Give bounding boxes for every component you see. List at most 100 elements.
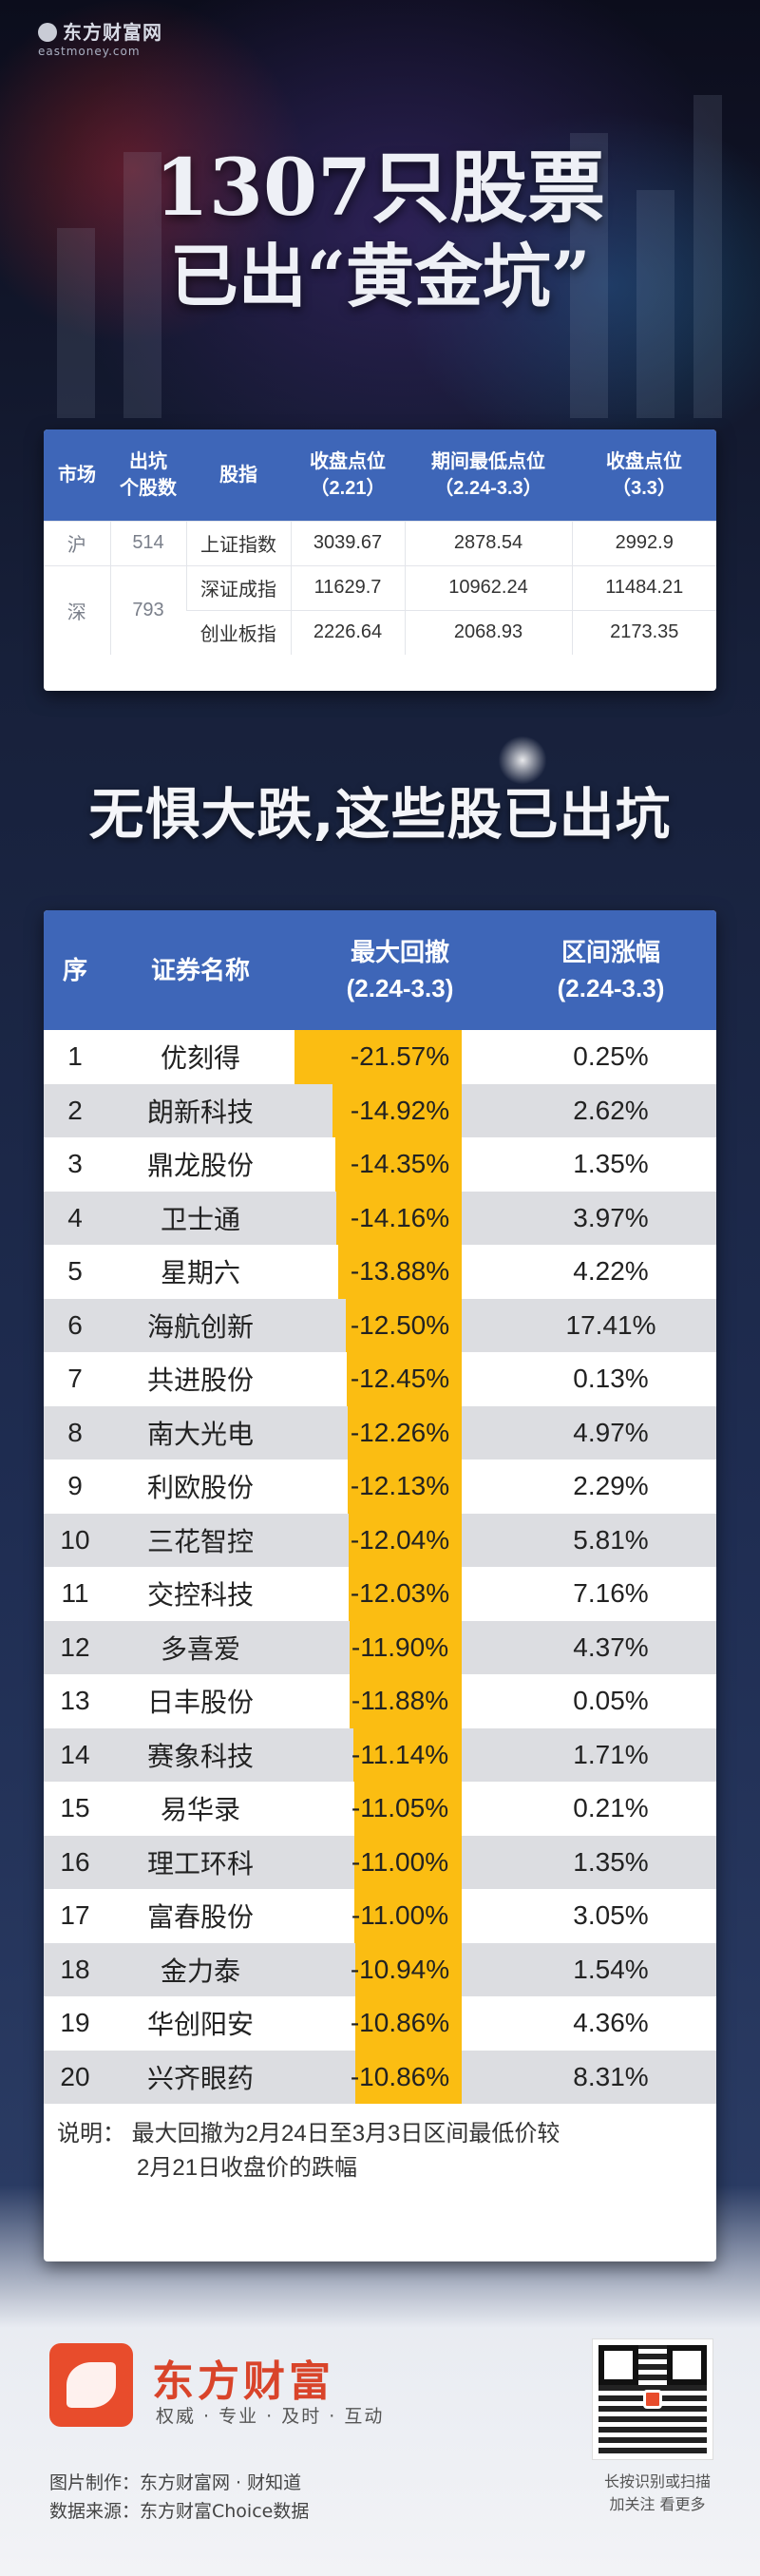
row-stock-name: 星期六 — [160, 1258, 240, 1288]
table-row: 8 南大光电 -12.26% 4.97% — [44, 1405, 716, 1460]
row-stock-name: 日丰股份 — [146, 1688, 254, 1718]
row-drawdown-cell: -12.13% — [294, 1460, 505, 1514]
row-change: 3.05% — [573, 1900, 649, 1931]
summary-header-index: 股指 — [186, 429, 291, 521]
table-row: 6 海航创新 -12.50% 17.41% — [44, 1298, 716, 1352]
drawdown-bar — [354, 1942, 462, 1996]
row-stock-name: 利欧股份 — [146, 1473, 254, 1503]
table-row: 3 鼎龙股份 -14.35% 1.35% — [44, 1137, 716, 1192]
row-change: 3.97% — [573, 1202, 649, 1232]
row-seq: 9 — [67, 1471, 83, 1501]
row-seq: 1 — [67, 1041, 83, 1072]
drawdown-bar — [349, 1674, 462, 1728]
stock-table-card: 序 证券名称 最大回撤 (2.24-3.3) 区间涨幅 (2.24-3.3) 1… — [44, 910, 716, 2261]
brand-logo-icon — [38, 23, 57, 42]
headline-line1: 1307只股票 — [154, 143, 606, 234]
row-drawdown-cell: -12.45% — [294, 1352, 505, 1406]
top-brand-cn: 东方财富网 — [63, 21, 162, 44]
qr-caption-2: 加关注 看更多 — [609, 2495, 706, 2513]
row-stock-name: 优刻得 — [160, 1043, 240, 1074]
row-change: 2.62% — [573, 1095, 649, 1125]
drawdown-bar — [332, 1083, 462, 1137]
drawdown-bar — [349, 1567, 462, 1621]
summary-row: 深 793 深证成指 11629.7 10962.24 11484.21 — [44, 564, 716, 655]
drawdown-bar — [348, 1513, 462, 1567]
summary-close-33: 11484.21 — [571, 564, 716, 610]
row-change: 5.81% — [573, 1524, 649, 1555]
summary-count: 793 — [109, 564, 186, 655]
table-row: 4 卫士通 -14.16% 3.97% — [44, 1191, 716, 1245]
row-stock-name: 卫士通 — [160, 1204, 240, 1234]
drawdown-bar — [354, 1835, 462, 1889]
subheadline: 无惧大跌,这些股已出坑 — [88, 782, 672, 847]
footnote: 说明： 最大回撤为2月24日至3月3日区间最低价较 2月21日收盘价的跌幅 — [57, 2117, 703, 2185]
row-change: 0.21% — [573, 1793, 649, 1823]
row-seq: 6 — [67, 1309, 83, 1340]
table-row: 5 星期六 -13.88% 4.22% — [44, 1245, 716, 1299]
row-drawdown-cell: -11.88% — [294, 1674, 505, 1728]
row-drawdown: -11.14% — [351, 1739, 449, 1769]
row-stock-name: 鼎龙股份 — [146, 1151, 254, 1181]
table-row: 7 共进股份 -12.45% 0.13% — [44, 1352, 716, 1406]
summary-card: 市场 出坑 个股数 股指 收盘点位 （2.21） 期间最低点位 （2.24-3.… — [44, 429, 716, 691]
row-drawdown: -11.90% — [351, 1631, 449, 1662]
drawdown-bar — [355, 1996, 462, 2051]
summary-index: 创业板指 — [186, 609, 291, 655]
row-drawdown-cell: -11.14% — [294, 1727, 505, 1782]
headline-line2: 已出“黄金坑” — [169, 236, 591, 316]
table-row: 11 交控科技 -12.03% 7.16% — [44, 1567, 716, 1621]
summary-close-33: 2173.35 — [571, 609, 716, 655]
row-drawdown-cell: -12.04% — [294, 1513, 505, 1567]
footer-logo-title: 东方财富 — [152, 2357, 334, 2406]
footer-logo-sub: 权威 · 专业 · 及时 · 互动 — [156, 2406, 385, 2427]
drawdown-bar — [348, 1460, 462, 1514]
row-drawdown: -12.50% — [350, 1309, 450, 1340]
table-row: 12 多喜爱 -11.90% 4.37% — [44, 1620, 716, 1674]
table-row: 10 三花智控 -12.04% 5.81% — [44, 1513, 716, 1567]
row-seq: 18 — [60, 1954, 90, 1984]
row-seq: 17 — [60, 1900, 90, 1931]
top-brand-en: eastmoney.com — [38, 45, 141, 58]
headline: 1307只股票 已出“黄金坑” — [0, 143, 760, 319]
row-seq: 16 — [60, 1846, 90, 1877]
row-change: 4.22% — [573, 1256, 649, 1287]
summary-header-close-221: 收盘点位 （2.21） — [291, 429, 405, 521]
row-stock-name: 交控科技 — [146, 1580, 254, 1611]
row-stock-name: 易华录 — [160, 1795, 240, 1825]
stock-header-row: 序 证券名称 最大回撤 (2.24-3.3) 区间涨幅 (2.24-3.3) — [44, 910, 716, 1030]
row-change: 17.41% — [565, 1309, 656, 1340]
table-row: 15 易华录 -11.05% 0.21% — [44, 1782, 716, 1836]
row-stock-name: 华创阳安 — [146, 2010, 254, 2040]
qr-code-icon[interactable] — [592, 2338, 713, 2460]
summary-header-close-33: 收盘点位 （3.3） — [572, 429, 716, 521]
summary-low: 2878.54 — [404, 520, 572, 565]
row-drawdown: -10.86% — [350, 2008, 450, 2038]
row-drawdown-cell: -21.57% — [294, 1030, 505, 1084]
row-stock-name: 朗新科技 — [146, 1097, 254, 1127]
summary-low: 2068.93 — [404, 609, 572, 655]
row-drawdown-cell: -12.03% — [294, 1567, 505, 1621]
row-seq: 4 — [67, 1202, 83, 1232]
row-stock-name: 富春股份 — [146, 1902, 254, 1933]
row-drawdown: -14.16% — [350, 1202, 450, 1232]
row-drawdown: -12.13% — [350, 1471, 450, 1501]
row-stock-name: 赛象科技 — [146, 1741, 254, 1771]
drawdown-bar — [346, 1298, 462, 1352]
table-row: 16 理工环科 -11.00% 1.35% — [44, 1835, 716, 1889]
credit-source: 数据来源：东方财富Choice数据 — [49, 2501, 310, 2522]
row-drawdown: -11.88% — [351, 1686, 449, 1716]
drawdown-bar — [354, 1889, 462, 1943]
row-change: 4.36% — [573, 2008, 649, 2038]
table-row: 20 兴齐眼药 -10.86% 8.31% — [44, 2050, 716, 2104]
row-change: 0.25% — [573, 1041, 649, 1072]
row-seq: 14 — [60, 1739, 90, 1769]
eastmoney-logo-icon — [49, 2343, 133, 2427]
header-name: 证券名称 — [106, 910, 294, 1030]
row-drawdown: -21.57% — [350, 1041, 450, 1072]
row-change: 1.35% — [573, 1149, 649, 1179]
top-brand: 东方财富网 eastmoney.com — [38, 17, 162, 58]
row-seq: 13 — [60, 1686, 90, 1716]
summary-close-221: 2226.64 — [290, 609, 405, 655]
row-change: 2.29% — [573, 1471, 649, 1501]
row-drawdown: -12.26% — [350, 1417, 450, 1447]
